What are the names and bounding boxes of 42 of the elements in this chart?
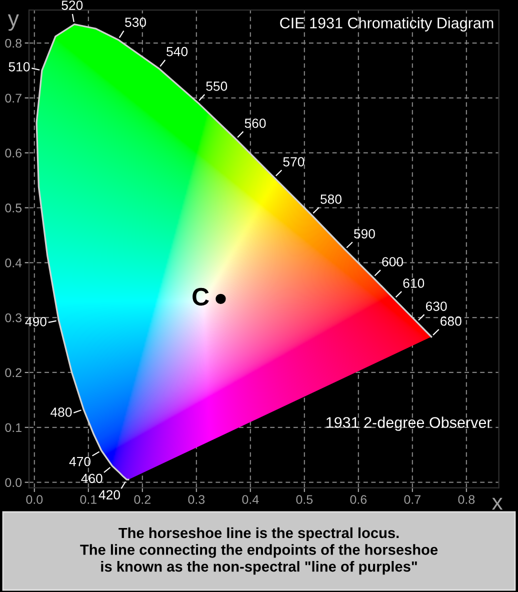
annotation: 580: [320, 194, 342, 204]
y-tick-label: 0.3: [5, 313, 22, 322]
x-tick-label: 0.4: [242, 495, 259, 504]
x-tick-label: 0.1: [80, 495, 96, 504]
x-tick-label: 0.3: [188, 495, 205, 504]
x-tick-label: 0.8: [458, 495, 475, 504]
y-tick-label: 0.4: [5, 258, 22, 268]
annotation: 1931 2-degree Observer: [326, 416, 492, 431]
y-tick-label: 0.0: [5, 478, 22, 487]
annotation: 480: [50, 407, 72, 417]
x-tick-label: 0.7: [404, 495, 420, 504]
annotation: 560: [244, 118, 266, 128]
y-tick-label: 0.1: [5, 423, 22, 432]
x-tick-label: 0.6: [350, 495, 367, 504]
y-tick-label: 0.6: [5, 148, 22, 158]
annotation: 520: [62, 0, 83, 10]
y-tick-label: 0.7: [5, 94, 22, 103]
annotation: 460: [81, 474, 102, 484]
annotation: 570: [283, 157, 304, 166]
annotation: 600: [382, 257, 404, 266]
annotation: 610: [403, 278, 424, 288]
x-tick-label: 0.0: [26, 495, 43, 504]
annotation: 490: [25, 316, 46, 326]
x-axis-title: x: [492, 498, 503, 510]
annotation: 540: [166, 46, 188, 56]
annotation: 630: [426, 302, 447, 311]
series-label: C: [192, 288, 209, 306]
annotation: 550: [206, 82, 228, 91]
x-tick-label: 0.5: [296, 495, 313, 504]
annotation: 680: [440, 316, 462, 326]
x-tick-label: 0.2: [134, 495, 150, 504]
annotation: 420: [98, 490, 120, 500]
chart-title: CIE 1931 Chromaticity Diagram: [280, 17, 494, 32]
annotation: 590: [354, 229, 375, 238]
y-tick-label: 0.2: [5, 368, 22, 378]
annotation: 510: [8, 62, 30, 72]
y-tick-label: 0.8: [5, 38, 22, 48]
text: The horseshoe line is the spectral locus. The line connecting the endpoints of the horseshoe is known as the non-spectral "line of purples": [80, 527, 438, 575]
y-tick-label: 0.5: [5, 204, 22, 212]
annotation: 530: [125, 18, 146, 27]
annotation: 470: [69, 456, 91, 466]
y-axis-title: y: [8, 14, 19, 31]
